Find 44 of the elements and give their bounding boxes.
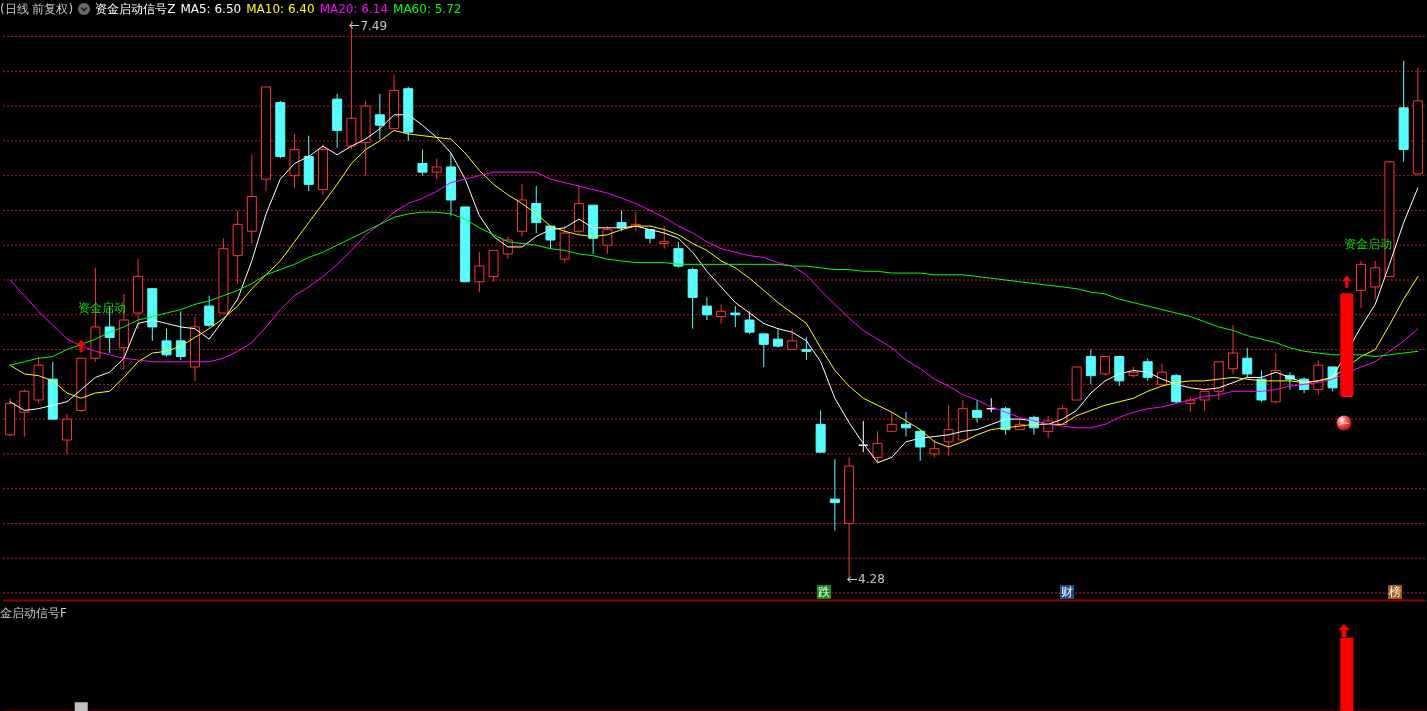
text: MA10: 6.40 [246, 2, 315, 16]
annotation: 榜 [1388, 585, 1402, 599]
candlestick [659, 225, 670, 250]
candlestick [531, 185, 542, 234]
annotation: 4.28 [858, 572, 885, 587]
candlestick [374, 93, 385, 140]
candlestick [175, 310, 186, 361]
chart-title: 金启动信号F [0, 606, 67, 620]
candlestick [204, 295, 215, 328]
candlestick [943, 404, 954, 457]
candlestick [886, 411, 897, 432]
annotation: 财 [1060, 585, 1074, 599]
candlestick [772, 328, 783, 349]
candlestick [716, 303, 727, 324]
candlestick [1242, 347, 1253, 378]
candlestick [701, 296, 712, 321]
candlestick [829, 458, 840, 531]
candlestick [417, 149, 428, 177]
candlestick [758, 333, 769, 368]
candlestick [1370, 260, 1381, 300]
candlestick [19, 389, 30, 438]
candlestick [61, 413, 72, 455]
candlestick [972, 399, 983, 424]
candlestick [787, 328, 798, 351]
candlestick [673, 241, 684, 269]
candlestick [1085, 349, 1096, 385]
candlestick [1228, 324, 1239, 375]
candlestick [602, 225, 613, 255]
text: MA20: 6.14 [319, 2, 389, 16]
annotation: 跌 [817, 585, 831, 599]
candlestick [161, 328, 172, 358]
chart-subtitle: 资金启动信号Z [95, 2, 176, 16]
annotation: 7.49 [360, 18, 388, 33]
chart-title: (日线 前复权) [0, 2, 74, 16]
candlestick [1100, 356, 1111, 377]
candlestick [872, 430, 883, 464]
candlestick [730, 305, 741, 328]
text: MA60: 5.72 [393, 2, 462, 16]
candlestick [431, 157, 442, 180]
candlestick [744, 310, 755, 335]
text: MA5: 6.50 [180, 2, 242, 16]
candlestick [801, 336, 812, 361]
candlestick [900, 411, 911, 438]
candlestick [474, 251, 485, 293]
